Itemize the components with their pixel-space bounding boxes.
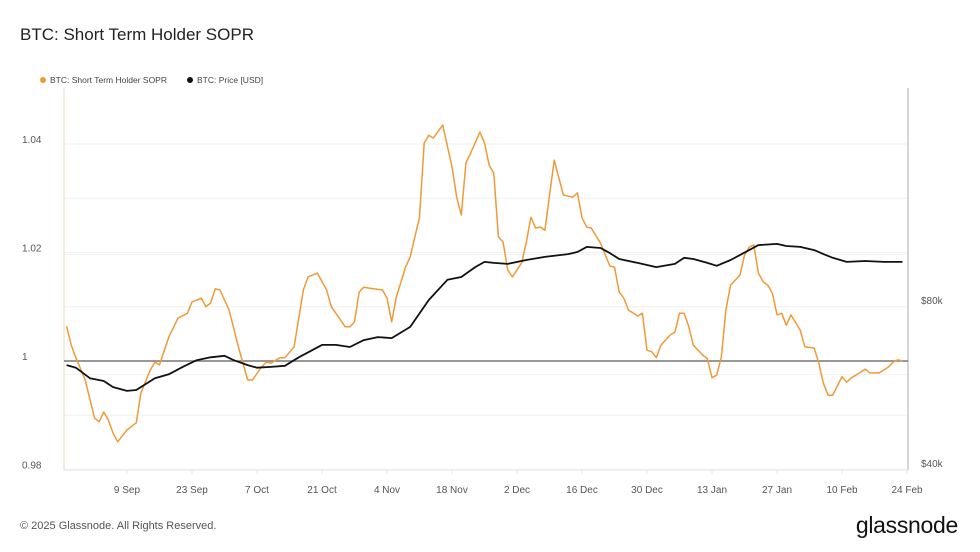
y-right-tick-label: $80k <box>921 296 944 307</box>
y-right-tick-label: $40k <box>921 459 944 470</box>
x-tick-label: 7 Oct <box>245 485 269 496</box>
legend-item-price[interactable]: BTC: Price [USD] <box>187 75 263 85</box>
x-tick-label: 10 Feb <box>826 485 858 496</box>
x-tick-label: 13 Jan <box>697 485 727 496</box>
legend-dot-icon <box>40 77 46 83</box>
x-tick-label: 16 Dec <box>566 485 598 496</box>
copyright: © 2025 Glassnode. All Rights Reserved. <box>20 520 217 532</box>
chart-legend: BTC: Short Term Holder SOPR BTC: Price [… <box>40 75 263 85</box>
page-title: BTC: Short Term Holder SOPR <box>20 25 254 44</box>
legend-item-sopr[interactable]: BTC: Short Term Holder SOPR <box>40 75 167 85</box>
x-tick-label: 2 Dec <box>504 485 530 496</box>
y-left-tick-label: 0.98 <box>22 461 42 472</box>
legend-label: BTC: Price [USD] <box>197 75 264 85</box>
x-tick-label: 27 Jan <box>762 485 792 496</box>
y-left-tick-label: 1.02 <box>22 244 42 255</box>
legend-dot-icon <box>187 77 193 83</box>
x-tick-label: 18 Nov <box>436 485 468 496</box>
y-left-tick-label: 1.04 <box>22 135 42 146</box>
price-line <box>66 242 903 392</box>
y-left-tick-label: 1 <box>22 352 28 363</box>
x-tick-label: 9 Sep <box>114 485 141 496</box>
sopr-line <box>65 124 903 443</box>
x-tick-label: 23 Sep <box>176 485 208 496</box>
legend-label: BTC: Short Term Holder SOPR <box>50 75 167 85</box>
x-tick-label: 24 Feb <box>891 485 923 496</box>
x-tick-label: 30 Dec <box>631 485 663 496</box>
glassnode-logo: glassnode <box>855 512 958 538</box>
x-tick-label: 21 Oct <box>307 485 337 496</box>
x-tick-label: 4 Nov <box>374 485 400 496</box>
